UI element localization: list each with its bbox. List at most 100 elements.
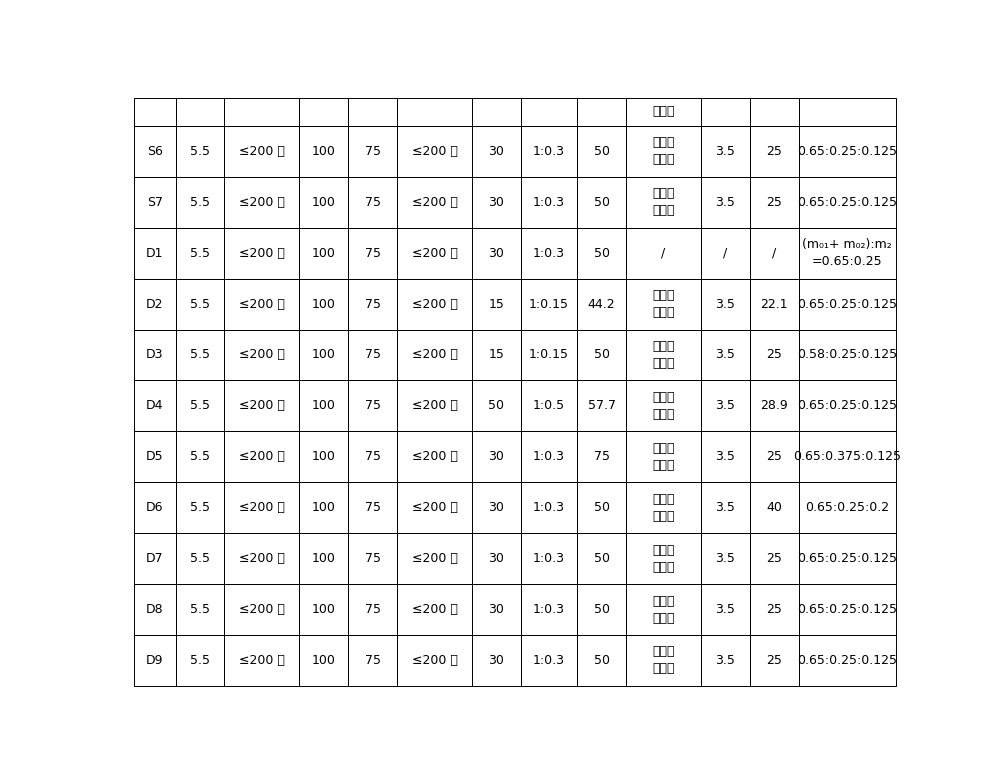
Bar xyxy=(472,279,521,330)
Bar xyxy=(176,584,224,635)
Bar xyxy=(348,279,397,330)
Bar xyxy=(799,126,896,176)
Bar xyxy=(134,98,176,126)
Bar xyxy=(348,98,397,126)
Text: 75: 75 xyxy=(365,552,381,565)
Bar xyxy=(299,330,348,381)
Text: ≤200 目: ≤200 目 xyxy=(239,552,285,565)
Text: 1:0.15: 1:0.15 xyxy=(529,348,569,361)
Bar xyxy=(397,176,472,228)
Bar xyxy=(348,228,397,279)
Text: 30: 30 xyxy=(489,502,504,514)
Text: 0.65:0.25:0.125: 0.65:0.25:0.125 xyxy=(797,603,897,616)
Bar xyxy=(521,279,577,330)
Text: 3.5: 3.5 xyxy=(715,196,735,209)
Text: ≤200 目: ≤200 目 xyxy=(239,297,285,310)
Bar xyxy=(521,228,577,279)
Text: 偏钒酸
锨溶液: 偏钒酸 锨溶液 xyxy=(652,136,675,166)
Bar xyxy=(348,482,397,533)
Bar xyxy=(176,635,224,686)
Bar xyxy=(224,176,299,228)
Text: 40: 40 xyxy=(766,502,782,514)
Text: 偏钒酸
锨溶液: 偏钒酸 锨溶液 xyxy=(652,289,675,319)
Bar xyxy=(626,584,701,635)
Bar xyxy=(577,431,626,482)
Text: 0.65:0.25:0.125: 0.65:0.25:0.125 xyxy=(797,399,897,413)
Bar xyxy=(176,533,224,584)
Text: 50: 50 xyxy=(594,247,610,259)
Text: 100: 100 xyxy=(312,552,336,565)
Text: 偏钒酸
锨溶液: 偏钒酸 锨溶液 xyxy=(652,391,675,421)
Text: 5.5: 5.5 xyxy=(190,297,210,310)
Text: 30: 30 xyxy=(489,145,504,158)
Text: ≤200 目: ≤200 目 xyxy=(412,654,457,667)
Text: 50: 50 xyxy=(594,552,610,565)
Text: ≤200 目: ≤200 目 xyxy=(412,196,457,209)
Text: 偏钒酸
锨溶液: 偏钒酸 锨溶液 xyxy=(652,340,675,370)
Text: 0.65:0.375:0.125: 0.65:0.375:0.125 xyxy=(793,450,901,464)
Bar xyxy=(472,482,521,533)
Bar xyxy=(626,176,701,228)
Text: 1:0.3: 1:0.3 xyxy=(533,502,565,514)
Bar xyxy=(134,176,176,228)
Bar xyxy=(799,533,896,584)
Bar xyxy=(701,482,750,533)
Bar xyxy=(521,635,577,686)
Text: 3.5: 3.5 xyxy=(715,450,735,464)
Bar xyxy=(224,635,299,686)
Text: 100: 100 xyxy=(312,502,336,514)
Bar xyxy=(299,176,348,228)
Text: 75: 75 xyxy=(365,603,381,616)
Bar xyxy=(176,330,224,381)
Text: 5.5: 5.5 xyxy=(190,450,210,464)
Text: 1:0.3: 1:0.3 xyxy=(533,145,565,158)
Bar xyxy=(472,533,521,584)
Text: D4: D4 xyxy=(146,399,164,413)
Text: 100: 100 xyxy=(312,603,336,616)
Bar xyxy=(299,279,348,330)
Text: 50: 50 xyxy=(594,502,610,514)
Bar xyxy=(701,431,750,482)
Text: 5.5: 5.5 xyxy=(190,654,210,667)
Bar xyxy=(750,584,799,635)
Bar xyxy=(750,98,799,126)
Bar xyxy=(577,279,626,330)
Text: ≤200 目: ≤200 目 xyxy=(412,247,457,259)
Bar xyxy=(397,330,472,381)
Text: ≤200 目: ≤200 目 xyxy=(239,502,285,514)
Bar xyxy=(472,635,521,686)
Bar xyxy=(577,176,626,228)
Bar xyxy=(701,176,750,228)
Bar xyxy=(521,431,577,482)
Text: 3.5: 3.5 xyxy=(715,145,735,158)
Text: 75: 75 xyxy=(365,297,381,310)
Bar xyxy=(521,176,577,228)
Text: 1:0.3: 1:0.3 xyxy=(533,654,565,667)
Text: 0.65:0.25:0.125: 0.65:0.25:0.125 xyxy=(797,145,897,158)
Bar xyxy=(799,279,896,330)
Bar xyxy=(397,533,472,584)
Text: ≤200 目: ≤200 目 xyxy=(412,603,457,616)
Text: 3.5: 3.5 xyxy=(715,399,735,413)
Text: 偏钒酸
锨溶液: 偏钒酸 锨溶液 xyxy=(652,543,675,574)
Text: D5: D5 xyxy=(146,450,164,464)
Text: 5.5: 5.5 xyxy=(190,603,210,616)
Bar xyxy=(577,126,626,176)
Bar xyxy=(626,533,701,584)
Text: ≤200 目: ≤200 目 xyxy=(412,297,457,310)
Bar xyxy=(224,482,299,533)
Bar xyxy=(397,279,472,330)
Bar xyxy=(224,279,299,330)
Text: 1:0.3: 1:0.3 xyxy=(533,247,565,259)
Text: ≤200 目: ≤200 目 xyxy=(412,145,457,158)
Text: 100: 100 xyxy=(312,145,336,158)
Bar xyxy=(626,279,701,330)
Bar xyxy=(577,584,626,635)
Bar xyxy=(521,482,577,533)
Bar xyxy=(397,98,472,126)
Text: /: / xyxy=(661,247,666,259)
Text: 硫酸氧
钒溶液: 硫酸氧 钒溶液 xyxy=(652,187,675,217)
Bar xyxy=(472,330,521,381)
Bar xyxy=(134,126,176,176)
Bar xyxy=(224,381,299,431)
